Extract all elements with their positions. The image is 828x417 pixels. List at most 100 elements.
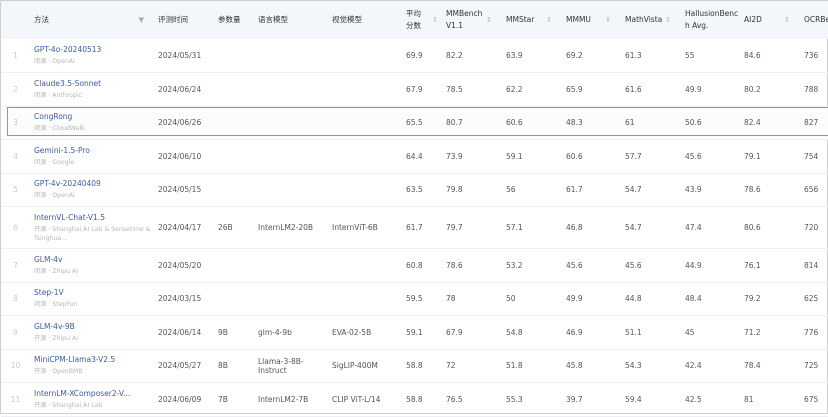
row-index: 3 xyxy=(1,106,30,140)
params-cell xyxy=(214,139,254,174)
mathvista-cell: 51.1 xyxy=(621,315,681,350)
ai2d-cell: 80.2 xyxy=(740,72,800,107)
row-index: 4 xyxy=(1,139,30,174)
ai2d-cell: 80.6 xyxy=(740,206,800,249)
mathvista-cell: 54.7 xyxy=(621,173,681,207)
table-row: 5 GPT-4v-20240409 闭源 · OpenAI 2024/05/15 63… xyxy=(1,173,828,207)
model-source: 闭源 · OpenAI xyxy=(34,192,75,200)
sort-icon[interactable]: ⇕ xyxy=(432,16,438,24)
vision-cell xyxy=(328,72,402,107)
header-mathvista[interactable]: MathVista ⇕ xyxy=(621,1,681,39)
model-link[interactable]: Claude3.5-Sonnet xyxy=(34,78,102,88)
header-mmstar[interactable]: MMStar ⇕ xyxy=(502,1,562,39)
model-source: 开源 · Shanghai AI Lab & Sensetime & Tsing… xyxy=(34,225,151,242)
params-cell xyxy=(214,248,254,283)
model-source: 闭源 · Zhipu AI xyxy=(34,267,79,275)
model-source: 开源 · Zhipu AI xyxy=(34,334,79,342)
model-link[interactable]: CongRong xyxy=(34,112,73,122)
avg-cell: 67.9 xyxy=(402,72,442,107)
ai2d-cell: 78.4 xyxy=(740,349,800,383)
header-label: AI2D xyxy=(744,15,762,24)
ai2d-cell: 79.2 xyxy=(740,282,800,316)
row-index: 1 xyxy=(1,39,30,73)
params-cell: 26B xyxy=(214,206,254,249)
mmbench-cell: 78.5 xyxy=(442,72,502,107)
mathvista-cell: 44.8 xyxy=(621,282,681,316)
date-cell: 2024/05/31 xyxy=(154,39,214,73)
sort-icon[interactable]: ⇕ xyxy=(605,16,611,24)
params-cell xyxy=(214,72,254,107)
model-source: 闭源 · CloudWalk xyxy=(34,125,85,133)
model-link[interactable]: GPT-4v-20240409 xyxy=(34,179,101,189)
lang-cell: Llama-3-8B-Instruct xyxy=(254,349,328,383)
header-params: 参数量 xyxy=(214,1,254,39)
avg-cell: 69.9 xyxy=(402,39,442,73)
table-row: 11 InternLM-XComposer2-V... 开源 · Shanghai… xyxy=(1,382,828,417)
mmmu-cell: 49.9 xyxy=(562,282,621,316)
avg-cell: 58.8 xyxy=(402,382,442,417)
params-cell xyxy=(214,173,254,207)
date-cell: 2024/06/24 xyxy=(154,72,214,107)
row-index: 11 xyxy=(1,382,30,417)
params-cell xyxy=(214,39,254,73)
mmbench-cell: 80.7 xyxy=(442,106,502,140)
params-cell xyxy=(214,282,254,316)
header-avg[interactable]: 平均分数 ⇕ xyxy=(402,1,442,39)
ocrbench-cell: 725 xyxy=(800,349,828,383)
model-link[interactable]: GLM-4v xyxy=(34,254,63,264)
model-link[interactable]: InternLM-XComposer2-V... xyxy=(34,388,131,398)
header-lang: 语言模型 xyxy=(254,1,328,39)
method-cell: InternVL-Chat-V1.5 开源 · Shanghai AI Lab &… xyxy=(30,206,154,249)
row-index: 5 xyxy=(1,173,30,207)
header-label: HallusionBench Avg. xyxy=(685,9,739,30)
mathvista-cell: 59.4 xyxy=(621,382,681,417)
model-link[interactable]: GLM-4v-9B xyxy=(34,321,75,331)
params-cell: 7B xyxy=(214,382,254,417)
header-mmbench[interactable]: MMBench V1.1 ⇕ xyxy=(442,1,502,39)
table-row: 3 CongRong 闭源 · CloudWalk 2024/06/26 65.5 80… xyxy=(1,106,828,140)
ocrbench-cell: 827 xyxy=(800,106,828,140)
date-cell: 2024/06/10 xyxy=(154,139,214,174)
sort-icon[interactable]: ⇕ xyxy=(546,16,552,24)
model-source: 闭源 · Anthropic xyxy=(34,91,83,99)
params-cell: 8B xyxy=(214,349,254,383)
mmstar-cell: 51.8 xyxy=(502,349,562,383)
model-link[interactable]: MiniCPM-Llama3-V2.5 xyxy=(34,355,116,365)
model-source: 闭源 · OpenAI xyxy=(34,58,75,65)
mmmu-cell: 61.7 xyxy=(562,173,621,207)
mmstar-cell: 59.1 xyxy=(502,139,562,174)
vision-cell: InternViT-6B xyxy=(328,206,402,249)
ai2d-cell: 82.4 xyxy=(740,106,800,140)
lang-cell xyxy=(254,106,328,140)
date-cell: 2024/04/17 xyxy=(154,206,214,249)
model-link[interactable]: GPT-4o-20240513 xyxy=(34,45,102,54)
sort-icon[interactable]: ⇕ xyxy=(665,16,671,24)
mmbench-cell: 72 xyxy=(442,349,502,383)
sort-icon[interactable]: ⇕ xyxy=(784,16,790,24)
model-source: 开源 · OpenBMB xyxy=(34,368,83,376)
sort-icon[interactable]: ⇕ xyxy=(486,16,492,24)
filter-icon[interactable]: ▼ xyxy=(138,16,144,24)
header-ai2d[interactable]: AI2D ⇕ xyxy=(740,1,800,39)
header-mmmu[interactable]: MMMU ⇕ xyxy=(562,1,621,39)
hallusion-cell: 47.4 xyxy=(681,206,740,249)
row-index: 6 xyxy=(1,206,30,249)
vision-cell: SigLIP-400M xyxy=(328,349,402,383)
model-link[interactable]: Step-1V xyxy=(34,288,64,298)
header-method[interactable]: 方法 ▼ xyxy=(30,1,154,39)
mmbench-cell: 79.8 xyxy=(442,173,502,207)
mmstar-cell: 54.8 xyxy=(502,315,562,350)
model-link[interactable]: Gemini-1.5-Pro xyxy=(34,145,90,155)
method-cell: Gemini-1.5-Pro 闭源 · Google xyxy=(30,139,154,174)
table-row: 4 Gemini-1.5-Pro 闭源 · Google 2024/06/10 64.… xyxy=(1,139,828,174)
table-row: 9 GLM-4v-9B 开源 · Zhipu AI 2024/06/14 9B glm-… xyxy=(1,315,828,350)
method-cell: MiniCPM-Llama3-V2.5 开源 · OpenBMB xyxy=(30,349,154,383)
header-hallusion[interactable]: HallusionBench Avg. xyxy=(681,1,740,39)
header-ocrbench[interactable]: OCRBench xyxy=(800,1,828,39)
model-link[interactable]: InternVL-Chat-V1.5 xyxy=(34,212,105,222)
mmbench-cell: 76.5 xyxy=(442,382,502,417)
vision-cell xyxy=(328,139,402,174)
hallusion-cell: 45.6 xyxy=(681,139,740,174)
ocrbench-cell: 675 xyxy=(800,382,828,417)
